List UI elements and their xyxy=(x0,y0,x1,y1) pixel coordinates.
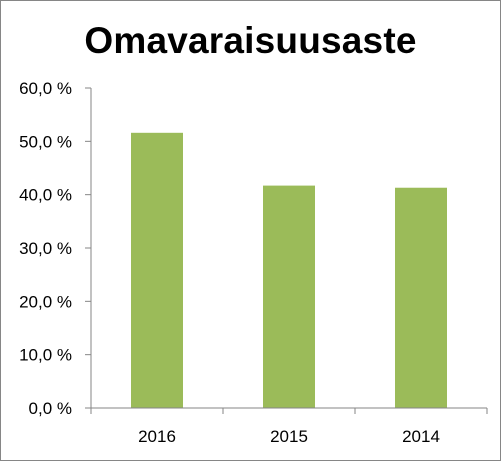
bar-2014 xyxy=(395,187,447,408)
y-tick-label: 60,0 % xyxy=(19,79,72,98)
y-tick-label: 30,0 % xyxy=(19,239,72,258)
x-tick-label: 2016 xyxy=(138,427,176,446)
bar-2016 xyxy=(131,132,183,409)
bar-2015 xyxy=(263,185,315,408)
chart-title: Omavaraisuusaste xyxy=(84,20,417,61)
y-axis-ticks: 0,0 % 10,0 % 20,0 % 30,0 % 40,0 % 50,0 % 60,0 … xyxy=(19,79,91,418)
x-tick-label: 2014 xyxy=(402,427,440,446)
bars xyxy=(131,132,447,409)
y-tick-label: 50,0 % xyxy=(19,132,72,151)
y-tick-label: 10,0 % xyxy=(19,346,72,365)
y-tick-label: 40,0 % xyxy=(19,186,72,205)
y-tick-label: 0,0 % xyxy=(29,399,72,418)
y-tick-label: 20,0 % xyxy=(19,292,72,311)
x-tick-label: 2015 xyxy=(270,427,308,446)
x-axis-ticks: 2016 2015 2014 xyxy=(90,408,488,446)
